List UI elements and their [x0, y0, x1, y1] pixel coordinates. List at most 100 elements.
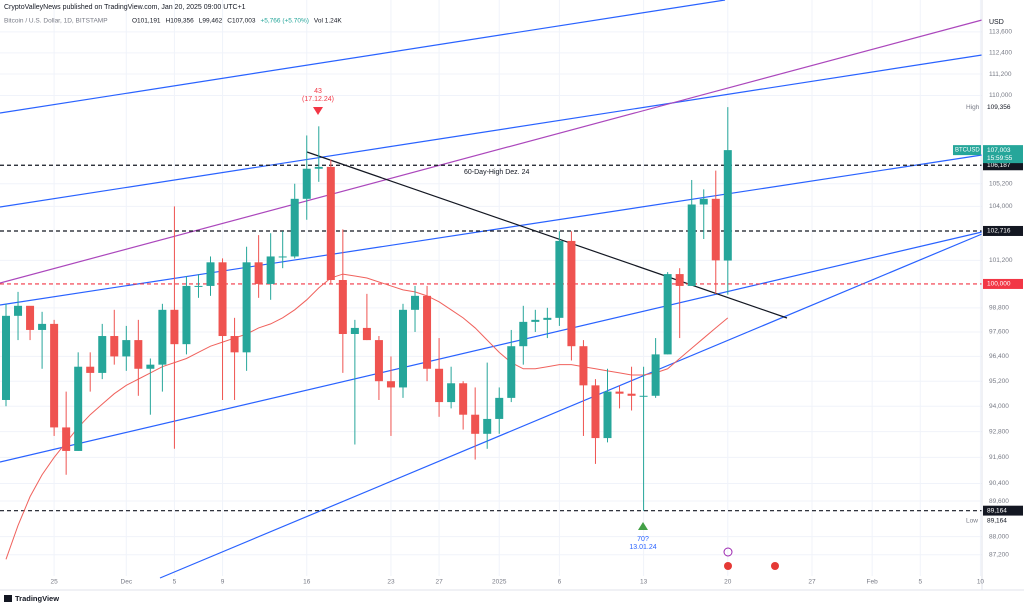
annotation: 70?	[637, 536, 649, 543]
y-tick-label: 113,600	[989, 29, 1012, 36]
y-tick-label: 110,000	[989, 92, 1012, 99]
candle-body	[374, 340, 383, 382]
candle-body	[194, 285, 203, 287]
last-price-tag	[983, 145, 1023, 164]
y-tick-label: 95,200	[989, 378, 1009, 385]
candle-body	[206, 262, 215, 286]
y-tick-label: 89,600	[989, 498, 1009, 505]
y-tick-label: 111,200	[989, 71, 1012, 78]
candle-body	[158, 309, 167, 365]
x-tick-label: 20	[724, 579, 732, 586]
candle-body	[411, 295, 420, 310]
annotation: 13.01.24	[629, 544, 656, 551]
candle-body	[326, 166, 335, 280]
candle-body	[627, 393, 636, 396]
candle-body	[495, 397, 504, 419]
level-tag	[983, 505, 1023, 516]
candle-body	[423, 295, 432, 369]
legend-value: C107,003	[227, 18, 256, 25]
candle-body	[26, 305, 35, 330]
candle-body	[362, 327, 371, 341]
candle-body	[338, 279, 347, 334]
y-tick-label: 90,400	[989, 480, 1009, 487]
candle-body	[459, 383, 468, 415]
x-tick-label: 25	[51, 579, 59, 586]
x-tick-label: Dec	[121, 579, 133, 586]
candle-body	[603, 391, 612, 439]
candle-body	[675, 274, 684, 286]
y-tick-label: 88,000	[989, 533, 1009, 540]
x-tick-label: 2025	[492, 579, 507, 586]
y-tick-label: 98,800	[989, 305, 1009, 312]
x-tick-label: 5	[918, 579, 922, 586]
level-tag	[983, 160, 1023, 171]
annotation: (17.12.24)	[302, 96, 334, 103]
candle-body	[74, 366, 83, 451]
channel-line	[0, 54, 983, 208]
candle-body	[266, 256, 275, 284]
annotation: 60-Day-High Dez. 24	[464, 169, 529, 176]
level-label: 106,187	[987, 162, 1011, 169]
x-tick-label: 10	[977, 579, 985, 586]
candle-body	[699, 198, 708, 205]
candle-body	[615, 391, 624, 394]
candle-body	[350, 327, 359, 334]
candle-body	[254, 262, 263, 284]
candle-body	[38, 323, 47, 330]
price-axis	[982, 0, 1024, 590]
x-tick-label: 5	[173, 579, 177, 586]
candle-body	[242, 262, 251, 353]
y-tick-label: 104,000	[989, 203, 1013, 210]
event-icon	[771, 562, 779, 570]
y-tick-label: 87,200	[989, 551, 1009, 558]
y-tick-label: 96,400	[989, 353, 1009, 360]
last-price-label: 107,003	[987, 147, 1011, 154]
candle-body	[711, 198, 720, 261]
y-tick-label: 112,400	[989, 50, 1012, 57]
candle-body	[723, 150, 732, 261]
annotation: 43	[314, 88, 322, 95]
trend-line	[306, 151, 788, 319]
candle-body	[471, 414, 480, 434]
brand: TradingView	[15, 594, 59, 603]
candle-body	[98, 336, 107, 373]
candle-body	[2, 315, 10, 400]
candle-body	[687, 204, 696, 286]
logo	[4, 595, 12, 602]
x-tick-label: 9	[221, 579, 225, 586]
y-tick-label: 92,800	[989, 428, 1009, 435]
legend-value: L99,462	[199, 18, 223, 25]
x-tick-label: 13	[640, 579, 648, 586]
candle-body	[230, 336, 239, 353]
arrow-down	[313, 107, 323, 115]
candle-body	[398, 309, 407, 388]
event-icon	[723, 547, 733, 557]
candle-body	[290, 198, 299, 257]
symbol-label: BTCUSD	[955, 148, 980, 154]
trend-line	[0, 19, 983, 284]
x-tick-label: 27	[435, 579, 443, 586]
candle-body	[447, 383, 456, 403]
y-tick-label: 105,200	[989, 180, 1013, 187]
legend-value: +5,766 (+5.70%)	[260, 18, 308, 25]
candle-body	[86, 366, 95, 373]
candle-body	[278, 256, 287, 258]
candle-body	[302, 168, 311, 199]
ohlc-legend: Bitcoin / U.S. Dollar, 1D, BITSTAMP O101…	[4, 18, 342, 25]
candle-body	[182, 285, 191, 345]
arrow-up	[638, 522, 648, 530]
candle-body	[651, 354, 660, 396]
candle-body	[483, 418, 492, 434]
level-label: 89,164	[987, 507, 1007, 514]
candle-body	[14, 305, 23, 316]
candle-body	[591, 385, 600, 439]
y-tick-label: 97,600	[989, 329, 1009, 336]
y-tick-label: 94,000	[989, 403, 1009, 410]
candle-body	[122, 340, 131, 357]
candle-body	[531, 319, 540, 322]
channel-line	[0, 154, 983, 306]
currency: USD	[989, 19, 1004, 26]
level-tag	[983, 225, 1023, 236]
candle-body	[639, 395, 648, 397]
